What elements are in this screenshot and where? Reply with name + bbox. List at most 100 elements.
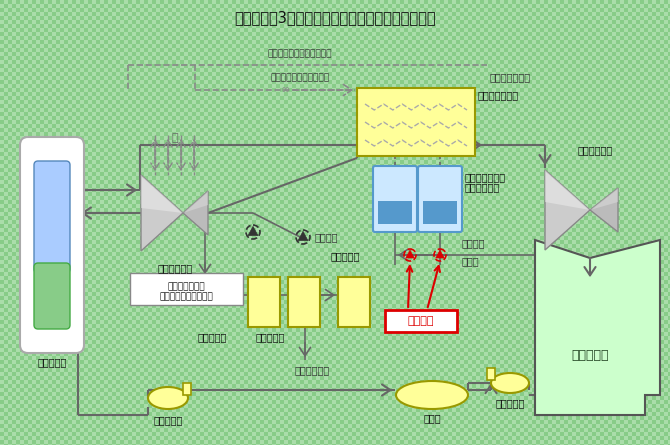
Bar xyxy=(320,376,324,380)
Bar xyxy=(348,332,352,336)
Bar xyxy=(140,428,144,432)
Bar xyxy=(352,216,356,220)
Bar xyxy=(288,344,292,348)
Bar xyxy=(432,352,436,356)
Bar xyxy=(124,36,128,40)
Bar xyxy=(32,288,36,292)
Bar xyxy=(264,376,268,380)
Bar xyxy=(656,72,660,76)
Bar xyxy=(468,180,472,184)
Bar xyxy=(564,340,568,344)
Bar xyxy=(240,88,244,92)
Bar xyxy=(88,248,92,252)
Bar xyxy=(468,124,472,128)
Bar xyxy=(204,36,208,40)
Bar xyxy=(312,88,316,92)
Bar xyxy=(648,424,652,428)
Bar xyxy=(652,324,656,328)
Bar xyxy=(448,360,452,364)
Bar xyxy=(36,356,40,360)
Bar xyxy=(300,68,304,72)
Bar xyxy=(152,48,156,52)
Bar xyxy=(296,384,300,388)
Bar xyxy=(416,240,420,244)
Bar xyxy=(396,36,400,40)
Bar xyxy=(548,44,552,48)
Bar xyxy=(356,132,360,136)
Bar xyxy=(448,192,452,196)
Bar xyxy=(312,392,316,396)
Bar xyxy=(160,224,164,228)
Bar xyxy=(668,364,670,368)
Bar xyxy=(292,388,296,392)
Bar xyxy=(344,56,348,60)
Bar xyxy=(64,192,68,196)
Bar xyxy=(268,220,272,224)
Bar xyxy=(620,52,624,56)
Bar xyxy=(204,244,208,248)
Bar xyxy=(100,148,104,152)
Bar xyxy=(196,4,200,8)
Bar xyxy=(580,420,584,424)
Bar xyxy=(156,28,160,32)
Bar xyxy=(420,260,424,264)
Bar xyxy=(48,16,52,20)
Bar xyxy=(300,348,304,352)
Bar xyxy=(400,368,404,372)
Bar xyxy=(544,16,548,20)
Bar xyxy=(612,340,616,344)
Bar xyxy=(632,384,636,388)
Bar xyxy=(552,208,556,212)
Bar xyxy=(204,196,208,200)
Bar xyxy=(212,44,216,48)
Bar xyxy=(516,68,520,72)
Bar xyxy=(28,12,32,16)
Bar xyxy=(664,120,668,124)
Bar xyxy=(184,104,188,108)
Bar xyxy=(76,340,80,344)
Bar xyxy=(648,0,652,4)
Bar xyxy=(616,152,620,156)
Bar xyxy=(464,408,468,412)
Bar xyxy=(224,240,228,244)
Bar xyxy=(204,300,208,304)
Bar xyxy=(452,436,456,440)
Bar xyxy=(484,388,488,392)
Bar xyxy=(380,36,384,40)
Bar xyxy=(448,8,452,12)
Bar xyxy=(428,252,432,256)
Bar xyxy=(520,384,524,388)
Bar xyxy=(404,412,408,416)
Bar xyxy=(476,212,480,216)
Bar xyxy=(376,56,380,60)
Bar xyxy=(536,224,540,228)
Bar xyxy=(88,40,92,44)
Bar xyxy=(652,20,656,24)
Bar xyxy=(380,180,384,184)
Bar xyxy=(172,244,176,248)
Bar xyxy=(424,256,428,260)
Bar xyxy=(8,96,12,100)
Bar xyxy=(292,188,296,192)
Bar xyxy=(532,28,536,32)
Bar xyxy=(332,236,336,240)
Bar xyxy=(596,372,600,376)
Bar xyxy=(268,36,272,40)
Bar xyxy=(516,396,520,400)
Bar xyxy=(568,368,572,372)
Bar xyxy=(428,316,432,320)
Bar xyxy=(32,176,36,180)
Bar xyxy=(16,296,20,300)
Bar xyxy=(172,356,176,360)
Bar xyxy=(612,228,616,232)
Bar xyxy=(236,260,240,264)
Bar xyxy=(104,200,108,204)
Bar xyxy=(648,280,652,284)
Bar xyxy=(248,288,252,292)
Bar xyxy=(520,184,524,188)
Bar xyxy=(368,184,372,188)
Bar xyxy=(40,232,44,236)
Bar xyxy=(244,164,248,168)
Bar xyxy=(436,356,440,360)
Bar xyxy=(644,340,648,344)
